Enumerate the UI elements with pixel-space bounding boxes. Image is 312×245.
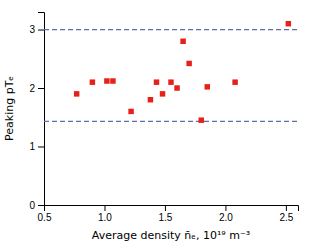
- marks: [44, 21, 298, 123]
- point: [174, 85, 179, 90]
- point: [198, 117, 203, 122]
- point: [128, 109, 133, 114]
- point: [160, 91, 165, 96]
- y-axis-title: Peaking pTₑ: [3, 76, 16, 141]
- point: [104, 78, 109, 83]
- point: [110, 78, 115, 83]
- tick: 2: [29, 83, 44, 94]
- tick-label: 2.0: [219, 212, 233, 223]
- point: [286, 21, 291, 26]
- point: [154, 79, 159, 84]
- x-axis: 0.5 1.0 1.5 2.0 2.5: [38, 205, 299, 223]
- chart: 0.5 1.0 1.5 2.0 2.5 0 1 2 3 Average density n̄ₑ, …: [0, 0, 312, 245]
- x-axis-line: [45, 206, 299, 212]
- tick-mark: [165, 205, 166, 211]
- tick: 0.5: [38, 205, 52, 223]
- tick: 2.5: [279, 205, 293, 223]
- tick-label: 0.5: [38, 212, 52, 223]
- tick-label: 3: [29, 24, 35, 35]
- tick-mark: [38, 30, 44, 31]
- tick-mark: [286, 205, 287, 211]
- tick-label: 0: [29, 200, 35, 211]
- tick-label: 1.0: [98, 212, 112, 223]
- plot: 0.5 1.0 1.5 2.0 2.5 0 1 2 3: [29, 13, 298, 224]
- tick: 2.0: [219, 205, 233, 223]
- tick-mark: [38, 147, 44, 148]
- point: [168, 79, 173, 84]
- tick: 1.0: [98, 205, 112, 223]
- tick: 3: [29, 24, 44, 35]
- point: [90, 79, 95, 84]
- y-axis-line: [38, 13, 45, 206]
- tick-mark: [38, 205, 44, 206]
- tick-mark: [38, 88, 44, 89]
- tick-label: 1.5: [158, 212, 172, 223]
- tick-mark: [225, 205, 226, 211]
- y-axis: 0 1 2 3: [29, 13, 44, 211]
- reference-line: [44, 121, 298, 122]
- point: [148, 97, 153, 102]
- tick-label: 2: [29, 83, 35, 94]
- tick: 0: [29, 200, 44, 211]
- tick: 1: [29, 141, 44, 152]
- tick: 1.5: [158, 205, 172, 223]
- point: [74, 91, 79, 96]
- reference-line: [44, 29, 298, 30]
- tick-label: 2.5: [279, 212, 293, 223]
- point: [180, 39, 185, 44]
- x-axis-title: Average density n̄ₑ, 10¹⁹ m⁻³: [92, 229, 250, 242]
- point: [232, 79, 237, 84]
- tick-mark: [104, 205, 105, 211]
- point: [205, 84, 210, 89]
- point: [186, 61, 191, 66]
- tick-label: 1: [29, 141, 35, 152]
